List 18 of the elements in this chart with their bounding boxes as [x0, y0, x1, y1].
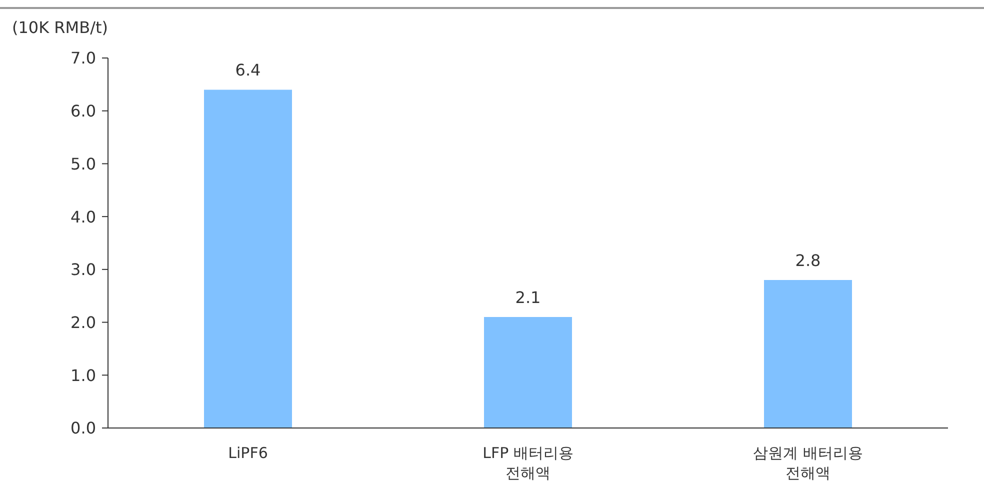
y-tick-label: 4.0: [70, 207, 96, 226]
x-tick-label: 삼원계 배터리용 전해액: [753, 444, 863, 482]
y-tick-label: 5.0: [70, 154, 96, 174]
bar: [764, 280, 852, 428]
data-label: 2.8: [795, 251, 821, 270]
data-label: 2.1: [515, 288, 541, 307]
y-axis-title: (10K RMB/t): [12, 18, 108, 37]
x-tick-label: LiPF6: [228, 444, 268, 462]
y-tick-label: 2.0: [70, 312, 96, 332]
y-tick-label: 1.0: [70, 366, 96, 385]
y-tick-label: 0.0: [70, 418, 96, 438]
bar: [484, 317, 572, 428]
y-tick-label: 3.0: [70, 260, 96, 280]
x-tick-label: LFP 배터리용 전해액: [482, 444, 574, 482]
y-tick-label: 7.0: [70, 48, 96, 68]
bar: [204, 90, 292, 428]
data-label: 6.4: [235, 60, 261, 80]
y-tick-label: 6.0: [70, 102, 96, 121]
